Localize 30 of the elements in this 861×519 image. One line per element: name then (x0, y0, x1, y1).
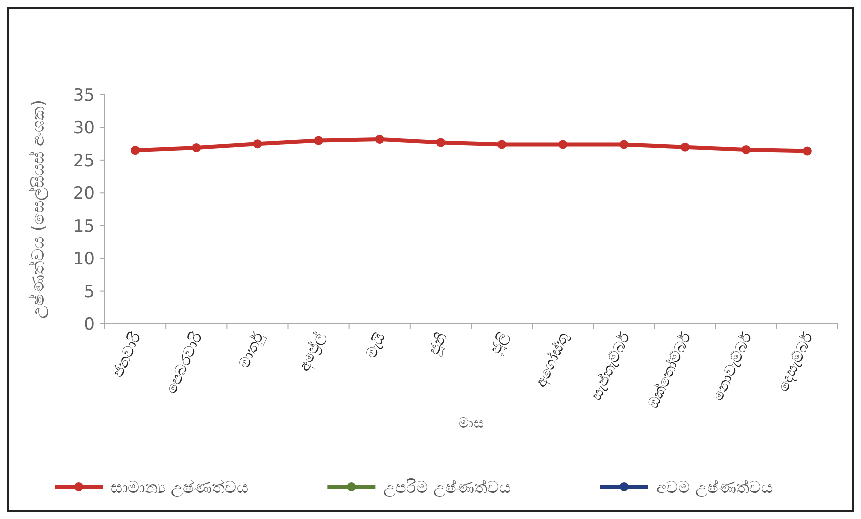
point (742, 145, 751, 154)
y-axis-title: උෂ්ණත්වය (සෙල්සියස් අංශක) (29, 100, 50, 320)
y-tick-label: 5 (84, 282, 95, 302)
point (375, 134, 384, 144)
y-tick-label: 15 (73, 216, 95, 237)
y-tick-label: 30 (73, 118, 95, 139)
point (253, 140, 262, 149)
y-tick-label: 20 (73, 184, 95, 204)
x-tick-label: ජනවාරි (108, 330, 146, 380)
point (131, 146, 140, 156)
point (436, 138, 446, 148)
x-tick-label: මැයි (362, 330, 390, 362)
y-tick-label: 25 (73, 151, 95, 172)
legend-label: සාමාන්‍ය උෂ්ණත්වය (111, 478, 250, 498)
y-tick-label: 10 (73, 250, 95, 270)
y-tick-label: 35 (73, 86, 95, 106)
point (192, 143, 202, 152)
point (498, 140, 507, 150)
legend-label: අවම උෂ්ණත්වය (656, 478, 774, 498)
legend-label: උපරිම උෂ්ණත්වය (384, 478, 512, 498)
y-tick-label: 0 (84, 315, 95, 335)
point (680, 142, 690, 152)
x-axis-title: මාස (459, 416, 484, 432)
point (620, 140, 629, 150)
x-tick-label: අප්‍රේල් (295, 329, 330, 374)
point (802, 146, 812, 156)
point (558, 140, 568, 150)
x-tick-label: ජූලි (486, 329, 513, 358)
x-tick-label: ජූනි (424, 330, 452, 358)
point (314, 136, 324, 146)
